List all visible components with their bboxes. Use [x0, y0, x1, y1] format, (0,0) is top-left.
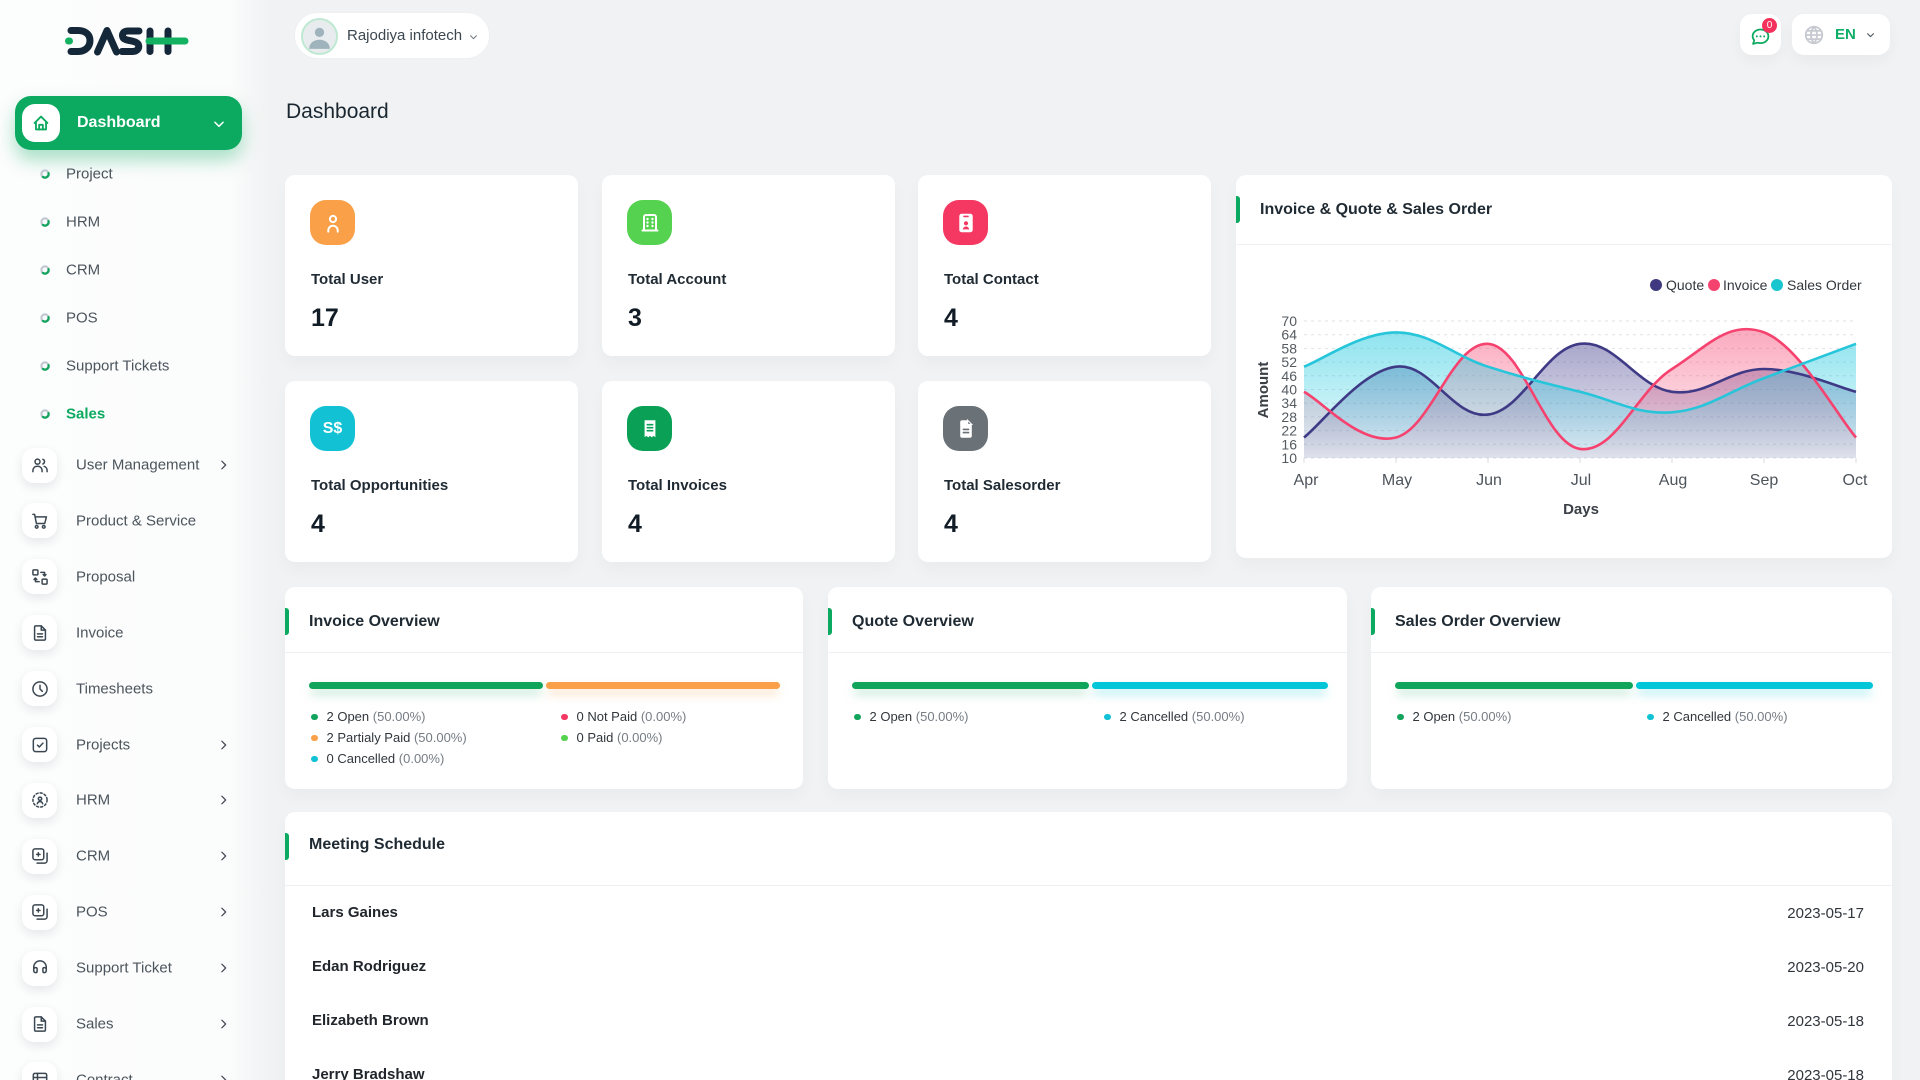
svg-text:28: 28: [1281, 409, 1297, 425]
svg-text:Sales Order: Sales Order: [1787, 277, 1862, 293]
svg-text:52: 52: [1281, 354, 1297, 370]
svg-text:Apr: Apr: [1294, 472, 1320, 489]
svg-text:Jul: Jul: [1571, 472, 1591, 489]
svg-text:34: 34: [1281, 395, 1297, 411]
svg-text:40: 40: [1281, 382, 1297, 398]
svg-text:46: 46: [1281, 368, 1297, 384]
svg-text:70: 70: [1281, 313, 1297, 329]
svg-text:58: 58: [1281, 340, 1297, 356]
svg-text:Aug: Aug: [1659, 472, 1687, 489]
svg-text:64: 64: [1281, 327, 1297, 343]
svg-text:Invoice: Invoice: [1723, 277, 1768, 293]
svg-text:10: 10: [1281, 450, 1297, 466]
svg-text:Days: Days: [1563, 501, 1599, 518]
svg-text:16: 16: [1281, 436, 1297, 452]
svg-text:Oct: Oct: [1843, 472, 1868, 489]
svg-text:Quote: Quote: [1666, 277, 1704, 293]
svg-text:May: May: [1382, 472, 1412, 489]
svg-text:Sep: Sep: [1750, 472, 1779, 489]
svg-text:22: 22: [1281, 423, 1297, 439]
svg-text:Amount: Amount: [1255, 362, 1272, 419]
svg-text:Jun: Jun: [1476, 472, 1502, 489]
